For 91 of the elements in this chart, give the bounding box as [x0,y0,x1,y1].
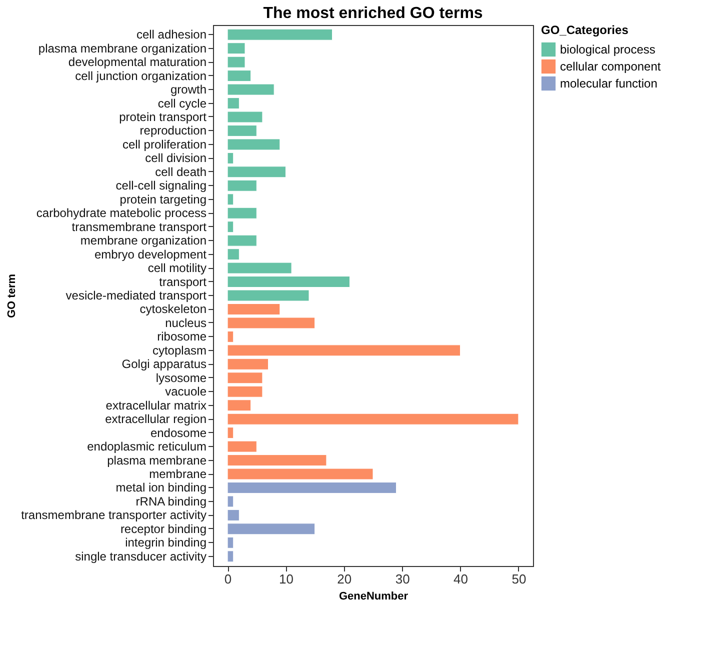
bar [227,372,263,384]
chart-title: The most enriched GO terms [263,5,483,22]
y-tick-label: membrane [149,467,207,482]
bar [227,84,274,96]
bar [227,509,240,521]
bar [227,180,257,192]
y-tick-label: cell death [155,164,206,179]
y-tick-label: vacuole [165,384,207,399]
y-tick-label: plasma membrane [107,453,207,468]
bar [227,303,280,315]
bar [227,56,246,68]
bar [227,262,292,274]
bar [227,468,374,480]
y-tick-label: cell adhesion [136,28,206,42]
bar [227,98,240,110]
bar [227,290,310,302]
y-tick-label: cell proliferation [122,137,206,152]
bar [227,221,234,233]
y-tick-label: cell motility [148,261,206,276]
bar [227,454,327,466]
bar [227,482,397,494]
bar [227,440,257,452]
bar [227,330,234,342]
bar [227,207,257,219]
x-tick-label: 30 [395,572,410,586]
bar [227,234,257,246]
legend-label: molecular function [560,76,658,90]
bar [227,317,316,329]
bar [227,496,234,508]
bar [227,400,252,412]
legend-label: cellular component [560,60,662,74]
x-tick-label: 20 [337,572,352,586]
y-tick-label: cytoskeleton [140,302,206,316]
bar [227,386,263,398]
legend-title: GO_Categories [541,23,629,37]
y-tick-label: cell division [145,151,206,166]
bar [227,194,234,206]
y-tick-label: metal ion binding [116,480,206,495]
y-tick-label: cell cycle [158,96,207,110]
bar [227,28,333,40]
bar [227,70,252,82]
legend-label: biological process [560,42,656,56]
bar [227,138,280,150]
bar [227,248,240,260]
y-tick-label: Golgi apparatus [122,357,206,372]
y-tick-label: receptor binding [120,522,206,536]
y-tick-label: extracellular region [105,412,206,426]
y-tick-label: carbohydrate matebolic process [36,206,206,220]
x-axis-title: GeneNumber [338,590,409,602]
y-tick-label: protein targeting [120,192,206,206]
y-tick-label: plasma membrane organization [38,41,206,56]
y-tick-label: extracellular matrix [106,398,206,412]
y-tick-label: embryo development [94,247,208,262]
x-tick-label: 10 [278,572,294,586]
y-tick-label: cytoplasm [152,343,206,358]
x-tick-label: 0 [224,572,232,586]
y-tick-label: cell junction organization [75,68,206,83]
y-tick-label: endosome [150,426,207,440]
y-tick-label: reproduction [140,124,206,138]
y-tick-label: membrane organization [80,234,206,248]
y-tick-label: single transducer activity [75,549,206,564]
y-tick-label: ribosome [157,330,207,344]
bar [227,358,269,370]
y-tick-label: protein transport [119,110,208,124]
y-tick-label: transport [159,274,208,289]
bar [227,152,234,164]
y-tick-label: lysosome [156,370,207,385]
y-tick-label: rRNA binding [136,494,206,508]
bar [227,166,286,178]
x-tick-label: 40 [454,572,468,586]
y-tick-label: developmental maturation [68,55,206,70]
bar [227,42,246,54]
bar [227,536,234,548]
y-tick-label: endoplasmic reticulum [87,440,206,454]
y-tick-label: transmembrane transport [72,220,208,234]
bar [227,550,234,562]
bar [227,413,519,425]
bar [227,276,350,288]
bar [227,344,461,356]
y-tick-label: vesicle-mediated transport [66,288,208,302]
y-tick-label: transmembrane transporter activity [21,508,206,522]
x-tick-label: 50 [512,572,526,586]
bar [227,523,316,535]
y-tick-label: nucleus [165,316,206,330]
y-tick-label: growth [170,82,206,97]
bar [227,111,263,123]
y-tick-label: integrin binding [125,536,206,550]
y-tick-label: cell-cell signaling [116,178,206,193]
bar [227,427,234,439]
bar [227,124,257,136]
y-axis-title: GO term [6,274,18,318]
